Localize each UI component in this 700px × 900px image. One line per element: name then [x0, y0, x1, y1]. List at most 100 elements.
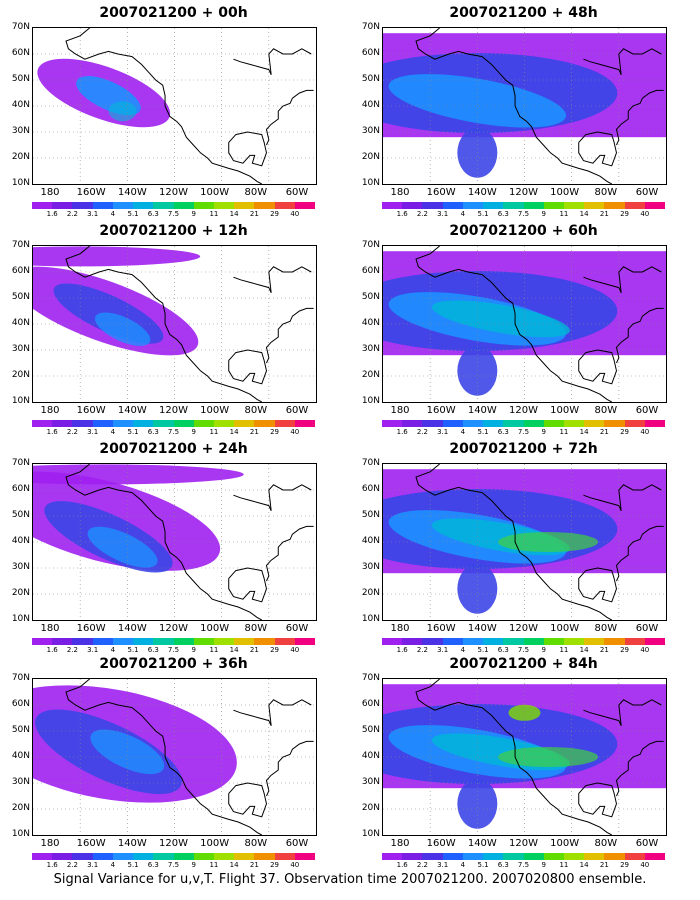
- lon-tick-label: 160W: [76, 405, 106, 416]
- lon-tick-label: 60W: [635, 187, 659, 198]
- lon-tick-label: 120W: [159, 623, 188, 634]
- colorbar-label: 2.2: [416, 646, 428, 654]
- colorbar-swatch: [483, 202, 504, 209]
- colorbar-swatch: [173, 202, 194, 209]
- lat-tick-label: 70N: [361, 22, 380, 32]
- lat-tick-label: 40N: [361, 100, 380, 110]
- colorbar-swatch: [462, 202, 484, 209]
- colorbar-label: 1.6: [46, 428, 58, 436]
- lat-tick-label: 10N: [11, 829, 30, 839]
- colorbar-swatch: [543, 638, 564, 645]
- colorbar-label: 11: [559, 646, 569, 654]
- colorbar-label: 29: [270, 210, 280, 218]
- colorbar-label: 4: [460, 428, 466, 436]
- lat-tick-label: 70N: [11, 22, 30, 32]
- lat-tick-label: 60N: [361, 48, 380, 58]
- colorbar-swatch: [193, 638, 214, 645]
- lon-tick-label: 160W: [76, 187, 106, 198]
- colorbar-label: 11: [559, 861, 569, 869]
- colorbar-label: 21: [249, 861, 259, 869]
- colorbar-swatch: [543, 853, 564, 860]
- variance-field: [37, 58, 171, 128]
- colorbar-swatch: [442, 420, 463, 427]
- lat-tick-label: 70N: [11, 673, 30, 683]
- colorbar-label: 5.1: [127, 428, 139, 436]
- lat-tick-label: 50N: [361, 292, 380, 302]
- map-panel: 2007021200 + 00h 70N 60N 50N 40N 30N 20N 10N 180…: [0, 5, 340, 220]
- lon-tick-label: 80W: [594, 623, 618, 634]
- colorbar-swatch: [483, 638, 504, 645]
- colorbar-swatch: [274, 420, 295, 427]
- colorbar-label: 9: [541, 861, 546, 869]
- colorbar-swatch: [72, 853, 93, 860]
- colorbar-swatch: [173, 420, 194, 427]
- colorbar-swatch: [523, 853, 544, 860]
- colorbar-swatch: [294, 202, 316, 209]
- colorbar-label: 40: [290, 646, 300, 654]
- colorbar-swatch: [382, 853, 403, 860]
- colorbar-label: 4: [110, 428, 116, 436]
- lon-tick-label: 180: [390, 405, 410, 416]
- panel-title: 2007021200 + 00h: [99, 5, 248, 21]
- lat-tick-label: 50N: [11, 292, 30, 302]
- lat-tick-label: 30N: [11, 126, 30, 136]
- colorbar-swatch: [523, 420, 544, 427]
- lon-tick-label: 160W: [426, 838, 456, 849]
- lat-tick-label: 10N: [11, 614, 30, 624]
- colorbar-label: 14: [579, 646, 589, 654]
- lon-tick-label: 60W: [285, 623, 309, 634]
- colorbar-label: 1.6: [396, 210, 408, 218]
- colorbar-label: 6.3: [497, 646, 509, 654]
- colorbar-label: 7.5: [517, 646, 530, 654]
- colorbar-swatch: [462, 853, 484, 860]
- lat-tick-label: 70N: [11, 240, 30, 250]
- map-area: [382, 463, 667, 621]
- colorbar-swatch: [193, 420, 214, 427]
- colorbar-swatch: [213, 853, 235, 860]
- lon-tick-label: 100W: [200, 405, 230, 416]
- lon-tick-label: 100W: [550, 405, 580, 416]
- colorbar-swatch: [112, 202, 134, 209]
- map-area: [382, 27, 667, 185]
- colorbar-label: 6.3: [497, 861, 509, 869]
- colorbar-swatch: [52, 202, 73, 209]
- colorbar-swatch: [462, 420, 484, 427]
- colorbar-label: 14: [229, 646, 239, 654]
- colorbar-swatch: [193, 202, 214, 209]
- lat-tick-label: 70N: [361, 458, 380, 468]
- lat-tick-label: 30N: [361, 344, 380, 354]
- colorbar-swatch: [563, 638, 585, 645]
- colorbar-swatch: [92, 420, 113, 427]
- colorbar-labels: 1.6 2.2 3.1 4 5.1 6.3 7.5 9 11 14 21 29 40: [32, 861, 315, 871]
- lat-tick-label: 50N: [361, 510, 380, 520]
- colorbar-label: 5.1: [127, 210, 139, 218]
- colorbar-label: 2.2: [66, 646, 78, 654]
- colorbar-swatch: [234, 853, 255, 860]
- colorbar-swatch: [584, 420, 605, 427]
- colorbar-swatch: [402, 853, 423, 860]
- colorbar-label: 6.3: [497, 428, 509, 436]
- colorbar-swatch: [173, 853, 194, 860]
- lat-tick-label: 40N: [11, 318, 30, 328]
- coastline: [65, 246, 314, 402]
- map-panel: 2007021200 + 72h 70N 60N 50N 40N 30N 20N 10N 180…: [350, 441, 690, 656]
- colorbar-swatch: [382, 420, 403, 427]
- panel-title: 2007021200 + 24h: [99, 441, 248, 457]
- lon-tick-label: 160W: [426, 187, 456, 198]
- variance-field: [383, 469, 666, 614]
- map-panel: 2007021200 + 24h 70N 60N 50N 40N 30N 20N 10N 180…: [0, 441, 340, 656]
- colorbar-swatch: [72, 202, 93, 209]
- colorbar-swatch: [52, 853, 73, 860]
- colorbar-swatch: [503, 202, 524, 209]
- panel-title: 2007021200 + 12h: [99, 223, 248, 239]
- colorbar-label: 9: [191, 210, 196, 218]
- lon-tick-label: 180: [40, 405, 60, 416]
- colorbar-swatch: [294, 638, 316, 645]
- colorbar-label: 21: [249, 646, 259, 654]
- lat-tick-label: 60N: [361, 699, 380, 709]
- colorbar-label: 29: [270, 646, 280, 654]
- colorbar-swatch: [402, 638, 423, 645]
- colorbar-label: 1.6: [396, 861, 408, 869]
- lon-tick-label: 140W: [117, 838, 147, 849]
- colorbar-label: 9: [191, 428, 196, 436]
